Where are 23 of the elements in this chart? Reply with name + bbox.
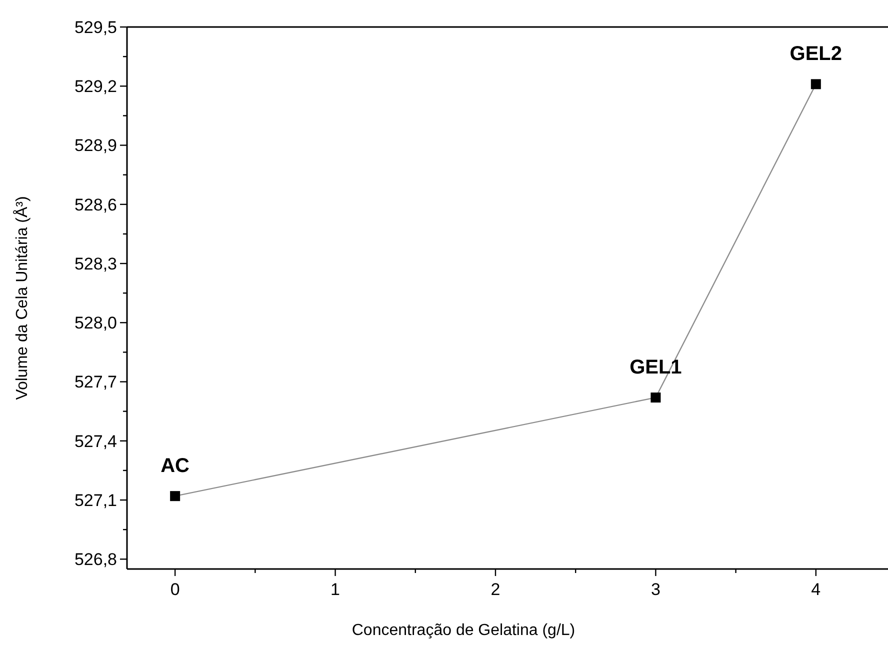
point (170, 491, 180, 502)
y-tick-label: 527,1 (74, 490, 117, 510)
y-tick-label: 527,4 (74, 432, 117, 451)
y-tick-label: 528,6 (74, 195, 117, 214)
x-tick-label: 2 (490, 580, 500, 599)
y-tick-label: 529,2 (74, 77, 117, 96)
annotation: GEL1 (630, 356, 682, 379)
x-tick-label: 3 (650, 580, 660, 599)
x-axis-title: Concentração de Gelatina (g/L) (352, 622, 576, 639)
y-tick-label: 529,5 (74, 18, 117, 37)
point (650, 392, 661, 403)
x-tick-label: 1 (330, 580, 340, 599)
point (810, 79, 821, 90)
annotation: GEL2 (790, 43, 842, 66)
y-axis-title: Volume da Cela Unitária (Å³) (13, 196, 31, 400)
x-tick-label: 4 (811, 580, 821, 599)
annotation: AC (160, 455, 190, 478)
y-tick-label: 527,7 (74, 372, 117, 392)
y-tick-label: 528,0 (74, 314, 117, 333)
y-tick-label: 526,8 (74, 550, 117, 570)
y-tick-label: 528,3 (74, 254, 117, 274)
x-tick-label: 0 (170, 580, 180, 599)
y-tick-label: 528,9 (74, 136, 117, 156)
